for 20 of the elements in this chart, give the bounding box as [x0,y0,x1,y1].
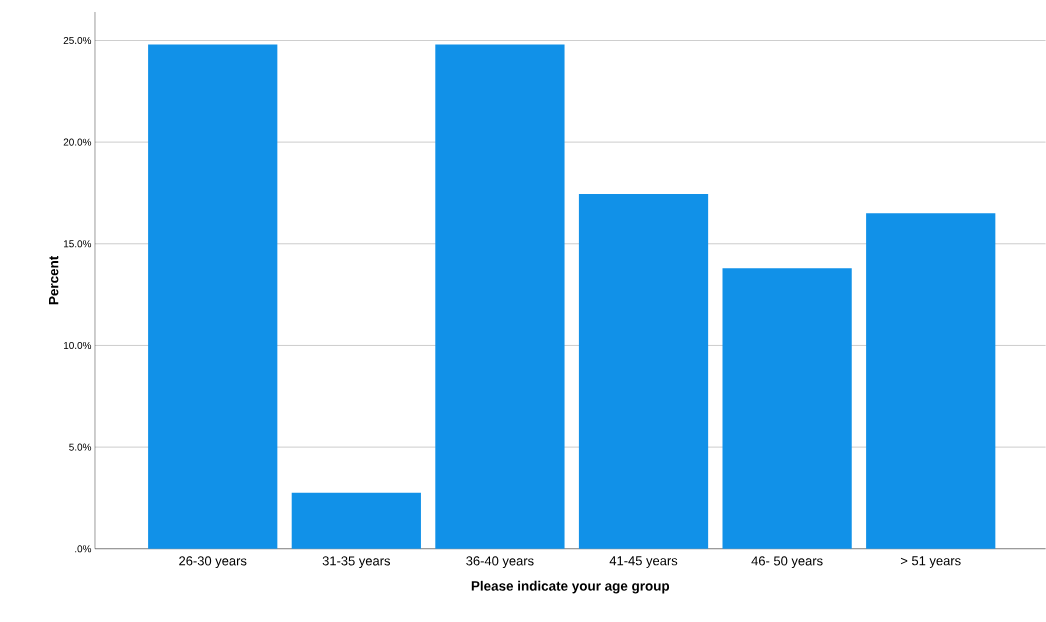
x-tick-label: 41-45 years [609,556,678,569]
y-tick-label: 20.0% [63,138,92,146]
bar [866,213,996,549]
x-tick-label: 26-30 years [179,556,247,569]
x-tick-label: 46- 50 years [751,556,823,569]
x-tick-label: 31-35 years [322,556,391,569]
bar [722,268,852,549]
y-tick-label: 5.0% [69,443,92,451]
y-tick-label: 10.0% [63,342,92,350]
y-axis-title: Percent [49,256,59,305]
x-tick-label: > 51 years [900,556,961,569]
bar [578,194,709,549]
y-tick-label: 15.0% [63,240,92,248]
bar [435,44,565,549]
x-tick-label: 36-40 years [466,556,534,569]
x-axis-title: Please indicate your age group [471,580,670,594]
y-tick-label: .0% [75,545,92,553]
y-tick-label: 25.0% [63,37,92,45]
bar [148,44,278,549]
bar [291,492,421,549]
